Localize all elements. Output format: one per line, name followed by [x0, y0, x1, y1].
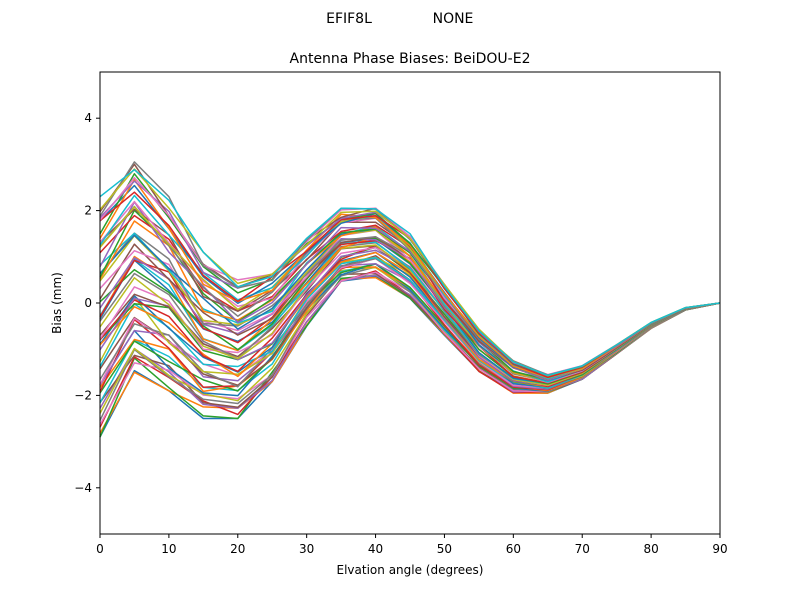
x-tick-label: 80 [643, 542, 658, 556]
x-tick-label: 20 [230, 542, 245, 556]
y-tick-label: −2 [74, 388, 92, 402]
suptitle-right: NONE [433, 11, 474, 27]
y-axis-label: Bias (mm) [50, 272, 64, 334]
x-tick-label: 50 [437, 542, 452, 556]
y-tick-label: 0 [84, 296, 92, 310]
x-tick-label: 70 [575, 542, 590, 556]
y-tick-label: 4 [84, 111, 92, 125]
x-tick-label: 40 [368, 542, 383, 556]
series-line [99, 266, 721, 393]
chart-title: Antenna Phase Biases: BeiDOU-E2 [290, 51, 531, 67]
y-tick-label: −4 [74, 481, 92, 495]
y-tick-label: 2 [84, 204, 92, 218]
y-axis: −4 −2 0 2 4 [74, 111, 100, 495]
x-axis-label: Elvation angle (degrees) [337, 563, 484, 577]
x-axis: 0 10 20 30 40 50 60 70 80 90 [96, 534, 728, 556]
x-tick-label: 60 [506, 542, 521, 556]
x-tick-label: 10 [161, 542, 176, 556]
series-line [99, 274, 721, 438]
x-tick-label: 90 [712, 542, 727, 556]
series-group [99, 161, 721, 438]
suptitle-left: EFIF8L [326, 11, 372, 27]
x-tick-label: 0 [96, 542, 104, 556]
x-tick-label: 30 [299, 542, 314, 556]
series-line [99, 168, 721, 377]
